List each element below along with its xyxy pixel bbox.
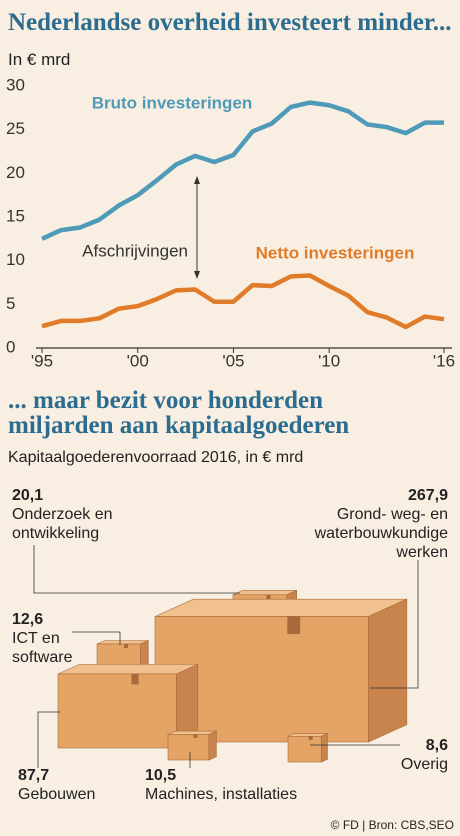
value-label: 8,6 (425, 737, 448, 754)
box-side (368, 598, 408, 743)
chart-subtitle: In € mrd (8, 50, 71, 69)
category-label: Overig (400, 756, 448, 773)
y-tick-label: 5 (6, 294, 15, 313)
y-tick-label: 25 (6, 119, 25, 138)
y-tick-label: 0 (6, 337, 15, 356)
line (41, 273, 445, 330)
leader-line (72, 631, 121, 645)
value-label: 10,5 (145, 767, 177, 784)
x-tick-label: '00 (127, 351, 149, 370)
box-tape (287, 616, 301, 635)
section-subtitle: Kapitaalgoederenvoorraad 2016, in € mrd (8, 449, 304, 466)
value-label: 20,1 (12, 487, 44, 504)
value-label: 267,9 (407, 487, 448, 504)
box-tape (266, 594, 271, 600)
box-top (96, 640, 149, 645)
leader-line (37, 711, 60, 768)
leader-line (370, 560, 419, 689)
box-top (287, 733, 328, 737)
annotation: Afschrijvingen (82, 241, 188, 260)
box-top (232, 590, 297, 596)
x-tick-label: '05 (222, 351, 244, 370)
box-side (208, 730, 217, 761)
chart-title: Nederlandse overheid investeert minder..… (8, 9, 452, 36)
box-tape (131, 673, 139, 685)
box (287, 735, 322, 763)
section-title: ... maar bezit voor honderden miljarden … (8, 387, 350, 439)
category-label: ICT en software (12, 630, 73, 666)
box-top (154, 598, 407, 617)
value-label: 87,7 (18, 767, 50, 784)
y-tick-label: 20 (6, 163, 25, 182)
box (167, 734, 210, 761)
x-tick-label: '16 (433, 351, 455, 370)
category-label: Grond- weg- en waterbouwkundige werken (314, 506, 448, 561)
y-tick-label: 30 (6, 75, 25, 94)
category-label: Onderzoek en ontwikkeling (12, 506, 113, 542)
y-tick-label: 15 (6, 206, 25, 225)
box (57, 673, 177, 749)
y-tick-label: 10 (6, 250, 25, 269)
x-tick-label: '10 (318, 351, 340, 370)
source: © FD | Bron: CBS,SEO (330, 818, 454, 832)
box-tape (193, 734, 198, 738)
box-top (167, 730, 217, 735)
series-label: Bruto investeringen (92, 93, 253, 112)
leader-line (33, 545, 240, 594)
value-label: 12,6 (12, 611, 44, 628)
box-tape (308, 736, 313, 740)
category-label: Machines, installaties (145, 786, 298, 803)
box-tape (123, 644, 128, 649)
series-label: Netto investeringen (256, 243, 415, 262)
line (41, 100, 444, 241)
box-side (321, 733, 328, 763)
x-tick-label: '95 (31, 351, 53, 370)
category-label: Gebouwen (18, 786, 96, 803)
